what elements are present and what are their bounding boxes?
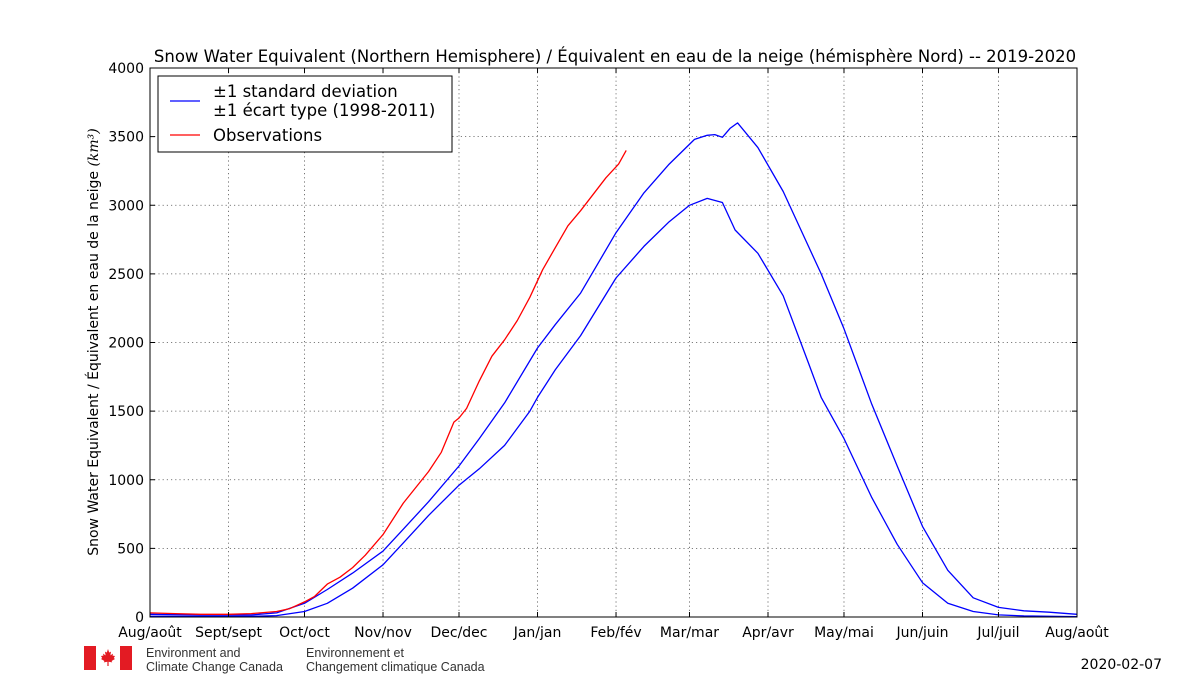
flag-right-bar (120, 646, 132, 670)
x-tick-label: Aug/août (118, 625, 182, 640)
x-tick-label: May/mai (814, 625, 874, 640)
footer-branding: Environment and Climate Change Canada En… (84, 646, 485, 674)
flag-left-bar (84, 646, 96, 670)
y-tick-label: 4000 (108, 61, 144, 77)
x-tick-label: Jul/juil (976, 625, 1019, 640)
legend: ±1 standard deviation ±1 écart type (199… (157, 75, 453, 153)
x-tick-label: Dec/dec (430, 625, 487, 640)
x-tick-label: Jun/juin (895, 625, 948, 640)
x-tick-label: Sept/sept (195, 625, 262, 640)
x-tick-label: Oct/oct (279, 625, 330, 640)
axis-ticks: 0 500 1000 1500 2000 2500 3000 3500 4000 Aug/août… (108, 61, 1109, 640)
y-tick-label: 3500 (108, 130, 144, 146)
y-axis-label: Snow Water Equivalent / Équivalent en ea… (85, 128, 102, 556)
series-line-0 (149, 122, 1078, 616)
department-name-en: Environment and Climate Change Canada (146, 646, 306, 674)
y-tick-label: 3000 (108, 198, 144, 214)
x-tick-label: Mar/mar (660, 625, 719, 640)
y-axis-unit-text: km³ (86, 133, 102, 161)
series-line-1 (150, 197, 1078, 618)
x-tick-label: Feb/fév (590, 625, 641, 640)
y-tick-label: 2000 (108, 336, 144, 352)
legend-box (157, 75, 453, 153)
series-lines (149, 122, 1078, 618)
x-tick-label: Jan/jan (513, 625, 562, 640)
x-tick-label: Aug/août (1045, 625, 1109, 640)
swe-chart: Snow Water Equivalent (Northern Hemisphe… (85, 47, 1109, 640)
dept-fr-line2: Changement climatique Canada (306, 660, 485, 674)
x-tick-label: Nov/nov (354, 625, 412, 640)
y-tick-label: 0 (135, 610, 144, 626)
y-tick-label: 1500 (108, 404, 144, 420)
series-line-2 (149, 150, 627, 615)
legend-label-std-1: ±1 standard deviation (213, 82, 398, 101)
report-date: 2020-02-07 (1080, 657, 1162, 673)
dept-fr-line1: Environnement et (306, 646, 404, 660)
x-tick-label: Apr/avr (742, 625, 794, 640)
legend-label-observations: Observations (213, 126, 322, 145)
maple-leaf-icon (101, 649, 115, 666)
dept-en-line1: Environment and (146, 646, 241, 660)
legend-label-std-2: ±1 écart type (1998-2011) (213, 101, 435, 120)
department-name-fr: Environnement et Changement climatique C… (306, 646, 485, 674)
canada-flag-icon (84, 646, 132, 670)
chart-title: Snow Water Equivalent (Northern Hemisphe… (154, 47, 1076, 66)
y-tick-label: 2500 (108, 267, 144, 283)
dept-en-line2: Climate Change Canada (146, 660, 283, 674)
y-axis-label-text: Snow Water Equivalent / Équivalent en ea… (85, 171, 102, 556)
y-tick-label: 500 (117, 541, 144, 557)
y-axis-unit-close: ) (86, 128, 102, 134)
y-tick-label: 1000 (108, 473, 144, 489)
y-axis-unit: ( (86, 161, 102, 167)
